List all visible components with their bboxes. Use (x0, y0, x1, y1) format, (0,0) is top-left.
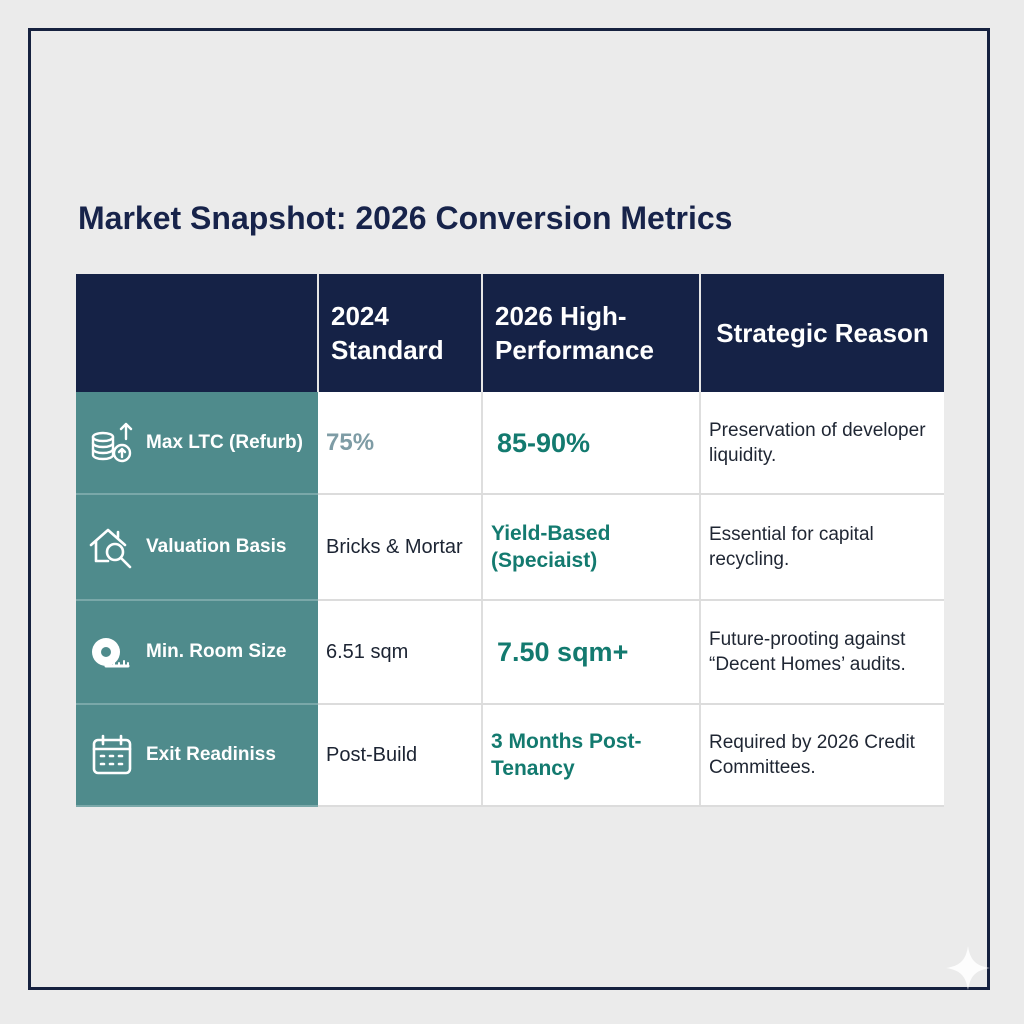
row-label-cell: Exit Readiniss (76, 704, 318, 807)
calendar-icon (92, 734, 132, 775)
high-performance-value: 3 Months Post-Tenancy (491, 730, 642, 780)
standard-cell: 75% (318, 392, 483, 495)
high-performance-cell: 85-90% (482, 392, 701, 495)
reason-text: Future-prooting against “Decent Homes’ a… (709, 629, 906, 675)
sparkle-icon (946, 946, 990, 990)
table-row: Valuation Basis Bricks & Mortar Yield-Ba… (76, 494, 944, 601)
reason-text: Essential for capital recycling. (709, 524, 874, 570)
header-high-performance: 2026 High-Performance (482, 274, 701, 392)
coins-up-arrow-icon (91, 422, 133, 462)
standard-value: 75% (326, 428, 375, 456)
reason-text: Preservation of developer liquidity. (709, 419, 926, 466)
standard-cell: Post-Build (318, 704, 483, 807)
row-label: Exit Readiniss (146, 744, 276, 765)
header-reason: Strategic Reason (700, 274, 944, 392)
row-label-cell: Min. Room Size (76, 600, 318, 705)
standard-cell: Bricks & Mortar (318, 494, 483, 601)
reason-cell: Required by 2026 Credit Committees. (700, 704, 944, 807)
high-performance-cell: 3 Months Post-Tenancy (482, 704, 701, 807)
high-performance-value: 7.50 sqm+ (497, 637, 629, 667)
table-row: Min. Room Size 6.51 sqm 7.50 sqm+ Future… (76, 600, 944, 705)
header-standard: 2024 Standard (318, 274, 483, 392)
page-title: Market Snapshot: 2026 Conversion Metrics (78, 200, 733, 236)
row-label: Valuation Basis (146, 536, 287, 557)
reason-cell: Essential for capital recycling. (700, 494, 944, 601)
high-performance-value: 85-90% (497, 427, 591, 458)
row-label: Max LTC (Refurb) (146, 431, 303, 453)
high-performance-cell: Yield-Based (Speciaist) (482, 494, 701, 601)
standard-value: Bricks & Mortar (326, 536, 463, 558)
tape-measure-icon (92, 638, 130, 668)
reason-cell: Preservation of developer liquidity. (700, 392, 944, 495)
table-row: Exit Readiniss Post-Build 3 Months Post-… (76, 704, 944, 807)
header-metric (76, 274, 319, 392)
row-label-cell: Max LTC (Refurb) (76, 392, 318, 495)
metrics-table: 2024 Standard 2026 High-Performance Stra… (76, 274, 944, 807)
row-label-cell: Valuation Basis (76, 494, 318, 601)
standard-value: Post-Build (326, 744, 418, 766)
high-performance-value: Yield-Based (Speciaist) (491, 522, 611, 572)
high-performance-cell: 7.50 sqm+ (482, 600, 701, 705)
house-magnifier-icon (89, 528, 132, 569)
reason-text: Required by 2026 Credit Committees. (709, 732, 915, 778)
row-label: Min. Room Size (146, 641, 287, 662)
reason-cell: Future-prooting against “Decent Homes’ a… (700, 600, 944, 705)
table-row: Max LTC (Refurb) 75% 85-90% Preservation… (76, 392, 944, 495)
table-header-row: 2024 Standard 2026 High-Performance Stra… (76, 274, 944, 392)
page-frame (28, 28, 990, 990)
standard-cell: 6.51 sqm (318, 600, 483, 705)
standard-value: 6.51 sqm (326, 641, 409, 663)
